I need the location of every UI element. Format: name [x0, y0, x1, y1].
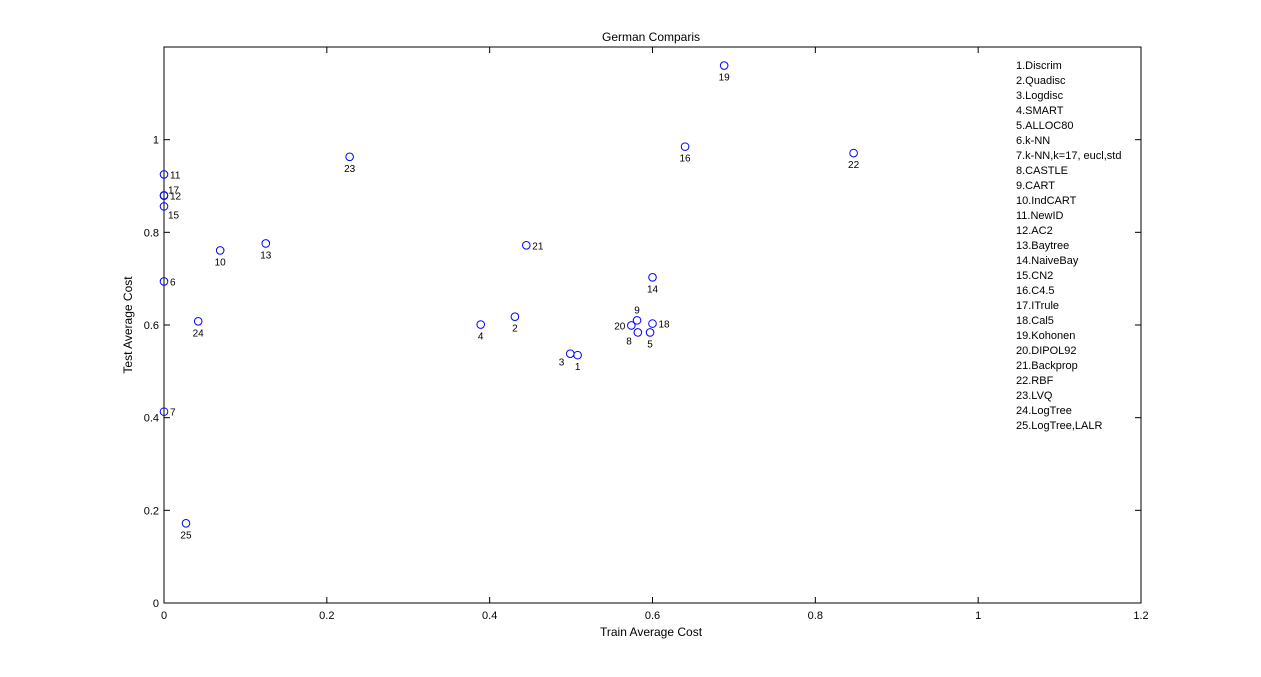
- legend-entry: 1.Discrim: [1016, 60, 1062, 72]
- x-tick-label: 0: [161, 610, 167, 622]
- data-point-marker: [181, 519, 191, 528]
- data-point-label: 24: [193, 328, 205, 339]
- data-point-label: 23: [344, 164, 356, 175]
- data-point-label: 8: [626, 336, 632, 347]
- data-point-label: 17: [168, 185, 180, 196]
- legend-entry: 18.Cal5: [1016, 315, 1054, 327]
- data-point-label: 14: [647, 284, 659, 295]
- data-point-marker: [627, 321, 636, 330]
- y-tick-label: 0.4: [144, 413, 159, 425]
- legend-entry: 11.NewID: [1016, 210, 1064, 222]
- y-tick-label: 0: [153, 598, 159, 610]
- data-point-label: 9: [634, 305, 640, 316]
- data-point-label: 21: [532, 241, 544, 252]
- data-point-marker: [648, 319, 657, 328]
- legend-entry: 15.CN2: [1016, 270, 1053, 282]
- data-point-label: 2: [512, 324, 518, 335]
- legend-entry: 22.RBF: [1016, 375, 1054, 387]
- data-point-marker: [632, 316, 642, 325]
- legend-entry: 24.LogTree: [1016, 405, 1072, 417]
- legend-entry: 25.LogTree,LALR: [1016, 420, 1102, 432]
- data-point-marker: [648, 272, 657, 282]
- legend-entry: 3.Logdisc: [1016, 90, 1064, 102]
- data-point-label: 7: [170, 408, 176, 419]
- y-axis-title: Test Average Cost: [121, 276, 135, 374]
- x-axis-title: Train Average Cost: [600, 625, 703, 639]
- legend-entry: 19.Kohonen: [1016, 330, 1075, 342]
- y-tick-label: 0.6: [144, 320, 159, 332]
- plot-area: [163, 46, 1142, 604]
- legend: 1.Discrim 2.Quadisc 3.Logdisc 4.SMART 5.ALLO…: [1016, 60, 1121, 432]
- data-point-label: 5: [647, 339, 653, 350]
- legend-entry: 6.k-NN: [1016, 135, 1050, 147]
- data-point-marker: [719, 61, 729, 70]
- legend-entry: 10.IndCART: [1016, 195, 1077, 207]
- chart-title: German Comparis: [602, 30, 700, 44]
- legend-entry: 13.Baytree: [1016, 240, 1069, 252]
- data-point-marker: [849, 148, 858, 158]
- y-axis: 0 0.2 0.4 0.6 0.8 1: [144, 135, 1141, 610]
- data-point-label: 4: [478, 332, 484, 343]
- data-point-marker: [565, 349, 575, 359]
- data-point-label: 18: [659, 320, 671, 331]
- legend-entry: 16.C4.5: [1016, 285, 1055, 297]
- data-point-marker: [261, 239, 271, 248]
- data-point-label: 22: [848, 160, 860, 171]
- data-point-marker: [522, 241, 531, 250]
- x-tick-label: 0.6: [645, 610, 660, 622]
- data-point-label: 16: [680, 154, 692, 165]
- data-point-label: 13: [260, 250, 272, 261]
- data-point-marker: [159, 407, 169, 416]
- data-point-marker: [510, 312, 520, 321]
- data-point-label: 25: [180, 530, 192, 541]
- y-tick-label: 0.2: [144, 505, 159, 517]
- data-point-marker: [193, 316, 203, 326]
- data-point-marker: [159, 170, 169, 179]
- legend-entry: 2.Quadisc: [1016, 75, 1066, 87]
- legend-entry: 7.k-NN,k=17, eucl,std: [1016, 150, 1121, 162]
- legend-entry: 20.DIPOL92: [1016, 345, 1077, 357]
- data-point-marker: [159, 190, 169, 200]
- x-tick-label: 1: [975, 610, 981, 622]
- x-tick-label: 0.2: [319, 610, 334, 622]
- x-tick-label: 0.8: [808, 610, 823, 622]
- data-point-label: 15: [168, 210, 180, 221]
- legend-entry: 9.CART: [1016, 180, 1055, 192]
- data-point-label: 12: [170, 192, 182, 203]
- data-point-label: 11: [170, 170, 181, 181]
- y-tick-label: 0.8: [144, 227, 159, 239]
- legend-entry: 23.LVQ: [1016, 390, 1053, 402]
- data-point-label: 6: [170, 277, 176, 288]
- legend-entry: 5.ALLOC80: [1016, 120, 1073, 132]
- legend-entry: 4.SMART: [1016, 105, 1064, 117]
- data-point-marker: [680, 142, 690, 151]
- data-point-marker: [159, 277, 169, 286]
- data-point-marker: [645, 328, 655, 337]
- legend-entry: 8.CASTLE: [1016, 165, 1068, 177]
- y-tick-label: 1: [153, 135, 159, 147]
- data-point-label: 20: [614, 321, 626, 332]
- data-point-marker: [633, 328, 643, 337]
- data-points: 1234567891011121314151617181920212223242…: [159, 61, 860, 541]
- data-point-label: 10: [215, 257, 227, 268]
- data-point-label: 1: [575, 362, 581, 373]
- legend-entry: 17.ITrule: [1016, 300, 1059, 312]
- data-point-marker: [215, 246, 225, 255]
- legend-entry: 21.Backprop: [1016, 360, 1078, 372]
- data-point-marker: [476, 320, 486, 329]
- x-axis: 0 0.2 0.4 0.6 0.8 1 1.2: [161, 47, 1149, 622]
- data-point-marker: [345, 152, 354, 162]
- data-point-label: 3: [559, 358, 565, 369]
- x-tick-label: 0.4: [482, 610, 497, 622]
- data-point-marker: [159, 202, 169, 211]
- legend-entry: 12.AC2: [1016, 225, 1053, 237]
- data-point-label: 19: [719, 73, 731, 84]
- x-tick-label: 1.2: [1133, 610, 1148, 622]
- legend-entry: 14.NaiveBay: [1016, 255, 1079, 267]
